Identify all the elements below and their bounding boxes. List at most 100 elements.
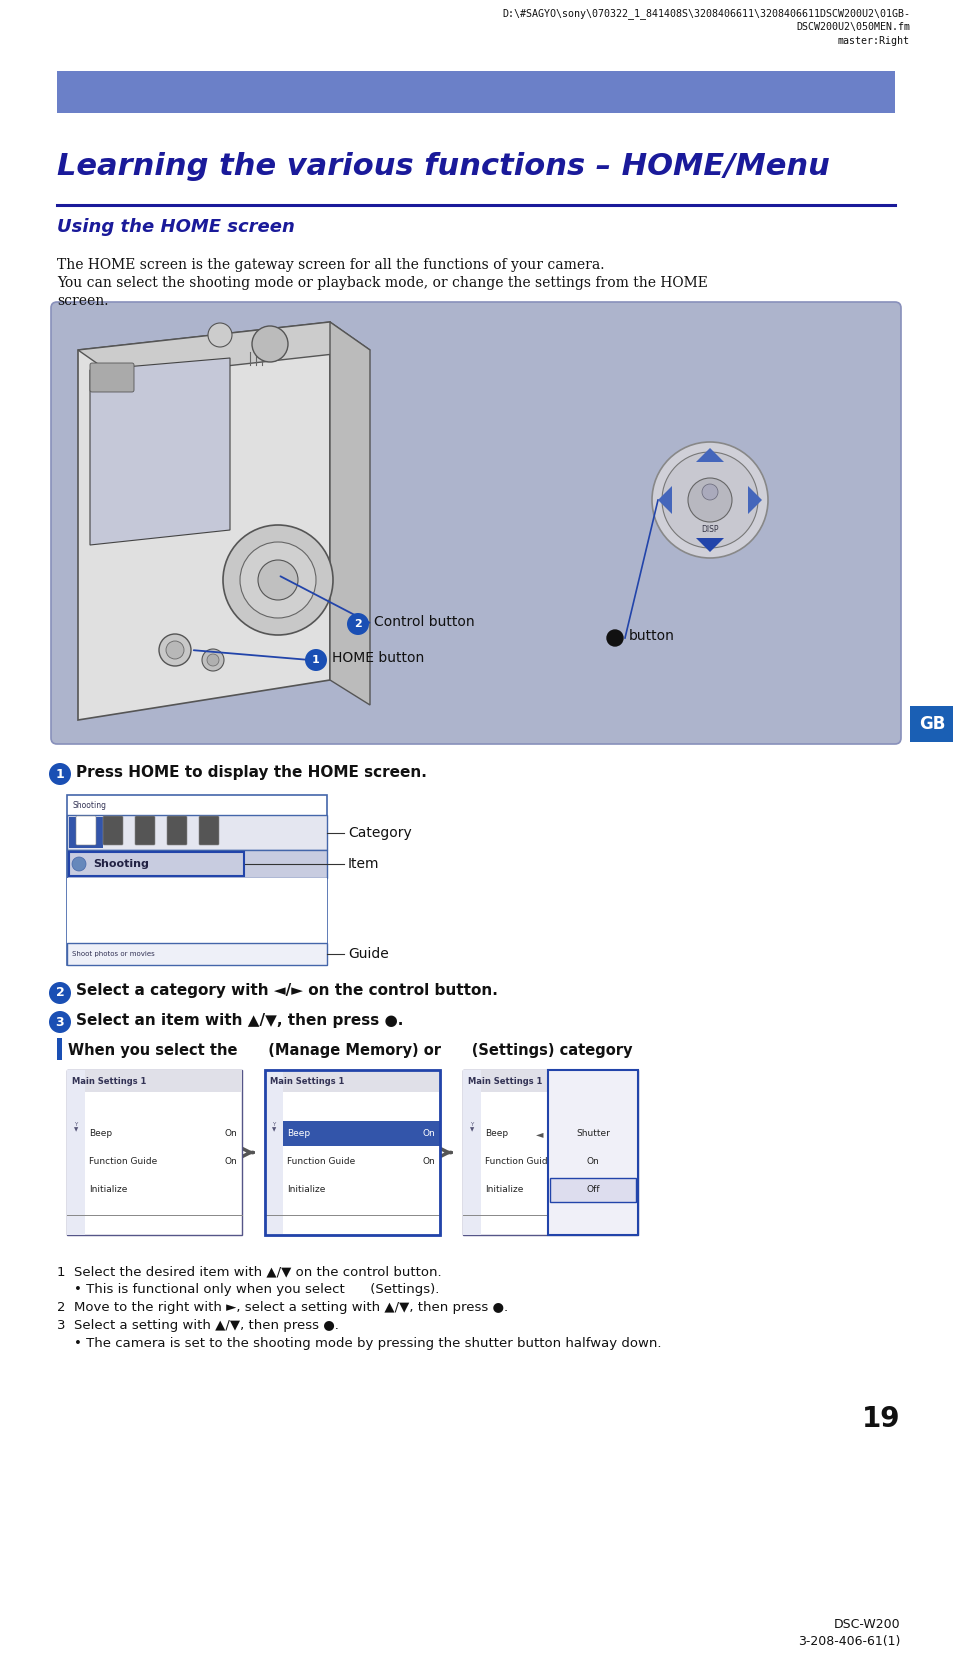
FancyBboxPatch shape (199, 815, 219, 845)
Circle shape (606, 630, 622, 647)
FancyBboxPatch shape (462, 1070, 638, 1092)
Text: Beep: Beep (287, 1130, 310, 1138)
FancyBboxPatch shape (51, 303, 900, 744)
Text: D:\#SAGYO\sony\070322_1_841408S\3208406611\3208406611DSCW200U2\01GB-: D:\#SAGYO\sony\070322_1_841408S\32084066… (501, 8, 909, 18)
Polygon shape (78, 323, 330, 719)
Text: You can select the shooting mode or playback mode, or change the settings from t: You can select the shooting mode or play… (57, 276, 707, 289)
Text: Y
▼: Y ▼ (272, 1121, 275, 1133)
Polygon shape (696, 448, 723, 461)
Text: Beep: Beep (484, 1130, 508, 1138)
Circle shape (687, 478, 731, 523)
Text: Function Guide: Function Guide (484, 1158, 553, 1166)
Text: Function Guide: Function Guide (89, 1158, 157, 1166)
Circle shape (661, 452, 758, 547)
Polygon shape (747, 486, 761, 514)
FancyBboxPatch shape (67, 943, 327, 964)
FancyBboxPatch shape (67, 1070, 242, 1236)
Text: 3-208-406-61(1): 3-208-406-61(1) (797, 1636, 899, 1647)
Circle shape (305, 648, 327, 672)
FancyBboxPatch shape (67, 878, 327, 943)
Text: HOME button: HOME button (332, 652, 424, 665)
Text: Shooting: Shooting (92, 858, 149, 868)
Text: DSC-W200: DSC-W200 (833, 1618, 899, 1631)
FancyBboxPatch shape (283, 1121, 439, 1146)
FancyBboxPatch shape (167, 815, 187, 845)
Circle shape (207, 653, 219, 667)
Text: On: On (224, 1158, 236, 1166)
Text: Learning the various functions – HOME/Menu: Learning the various functions – HOME/Me… (57, 152, 829, 180)
FancyBboxPatch shape (67, 815, 327, 850)
FancyBboxPatch shape (69, 852, 244, 877)
Circle shape (49, 982, 71, 1004)
Circle shape (202, 648, 224, 672)
Text: Initialize: Initialize (484, 1186, 523, 1194)
FancyBboxPatch shape (90, 362, 133, 392)
Text: On: On (586, 1158, 598, 1166)
Text: Guide: Guide (348, 948, 388, 961)
Text: Y
▼: Y ▼ (470, 1121, 474, 1133)
Circle shape (257, 561, 297, 600)
Circle shape (49, 1011, 71, 1034)
Text: Select a category with ◄/► on the control button.: Select a category with ◄/► on the contro… (76, 984, 497, 999)
Text: 2  Move to the right with ►, select a setting with ▲/▼, then press ●.: 2 Move to the right with ►, select a set… (57, 1302, 508, 1313)
Polygon shape (78, 323, 370, 379)
Polygon shape (696, 538, 723, 552)
Text: Y
▼: Y ▼ (73, 1121, 78, 1133)
Text: Initialize: Initialize (287, 1186, 325, 1194)
Circle shape (166, 642, 184, 658)
Text: Shoot photos or movies: Shoot photos or movies (71, 951, 154, 958)
Circle shape (651, 442, 767, 557)
Polygon shape (90, 357, 230, 546)
Text: Off: Off (586, 1186, 599, 1194)
Text: Using the HOME screen: Using the HOME screen (57, 218, 294, 237)
FancyBboxPatch shape (550, 1178, 636, 1202)
FancyBboxPatch shape (67, 1070, 242, 1092)
Text: When you select the      (Manage Memory) or      (Settings) category: When you select the (Manage Memory) or (… (68, 1042, 632, 1057)
FancyBboxPatch shape (57, 1039, 62, 1060)
FancyBboxPatch shape (135, 815, 154, 845)
Text: Select an item with ▲/▼, then press ●.: Select an item with ▲/▼, then press ●. (76, 1012, 403, 1027)
FancyBboxPatch shape (265, 1070, 439, 1092)
Text: Category: Category (348, 825, 412, 840)
Circle shape (71, 857, 86, 872)
FancyBboxPatch shape (103, 815, 123, 845)
Text: On: On (422, 1158, 435, 1166)
Circle shape (159, 633, 191, 667)
Text: The HOME screen is the gateway screen for all the functions of your camera.: The HOME screen is the gateway screen fo… (57, 258, 604, 271)
Text: Press HOME to display the HOME screen.: Press HOME to display the HOME screen. (76, 764, 426, 779)
Circle shape (701, 485, 718, 500)
Text: Item: Item (348, 857, 379, 872)
FancyBboxPatch shape (547, 1070, 638, 1236)
Text: DISP: DISP (700, 526, 718, 534)
Text: button: button (628, 629, 674, 643)
Text: GB: GB (918, 715, 944, 733)
Text: Main Settings 1: Main Settings 1 (468, 1077, 542, 1085)
Circle shape (252, 326, 288, 362)
Text: On: On (422, 1130, 435, 1138)
Text: Shutter: Shutter (576, 1130, 609, 1138)
Circle shape (208, 323, 232, 347)
Circle shape (223, 524, 333, 635)
Text: master:Right: master:Right (837, 36, 909, 46)
Text: Initialize: Initialize (89, 1186, 128, 1194)
Text: ◄: ◄ (536, 1130, 543, 1140)
Text: 1  Select the desired item with ▲/▼ on the control button.: 1 Select the desired item with ▲/▼ on th… (57, 1265, 441, 1279)
Text: Function Guide: Function Guide (287, 1158, 355, 1166)
FancyBboxPatch shape (462, 1070, 480, 1236)
FancyBboxPatch shape (67, 796, 327, 964)
FancyBboxPatch shape (67, 850, 327, 878)
Text: Control button: Control button (374, 615, 475, 629)
Text: screen.: screen. (57, 294, 109, 308)
FancyBboxPatch shape (265, 1070, 283, 1236)
FancyBboxPatch shape (76, 815, 96, 845)
Circle shape (49, 762, 71, 786)
Polygon shape (330, 323, 370, 705)
Text: On: On (224, 1130, 236, 1138)
FancyBboxPatch shape (909, 706, 953, 743)
FancyBboxPatch shape (462, 1070, 638, 1236)
Text: • The camera is set to the shooting mode by pressing the shutter button halfway : • The camera is set to the shooting mode… (57, 1336, 660, 1350)
Circle shape (347, 614, 369, 635)
Text: 3  Select a setting with ▲/▼, then press ●.: 3 Select a setting with ▲/▼, then press … (57, 1318, 338, 1331)
Text: • This is functional only when you select      (Settings).: • This is functional only when you selec… (57, 1284, 439, 1297)
Text: Main Settings 1: Main Settings 1 (71, 1077, 146, 1085)
